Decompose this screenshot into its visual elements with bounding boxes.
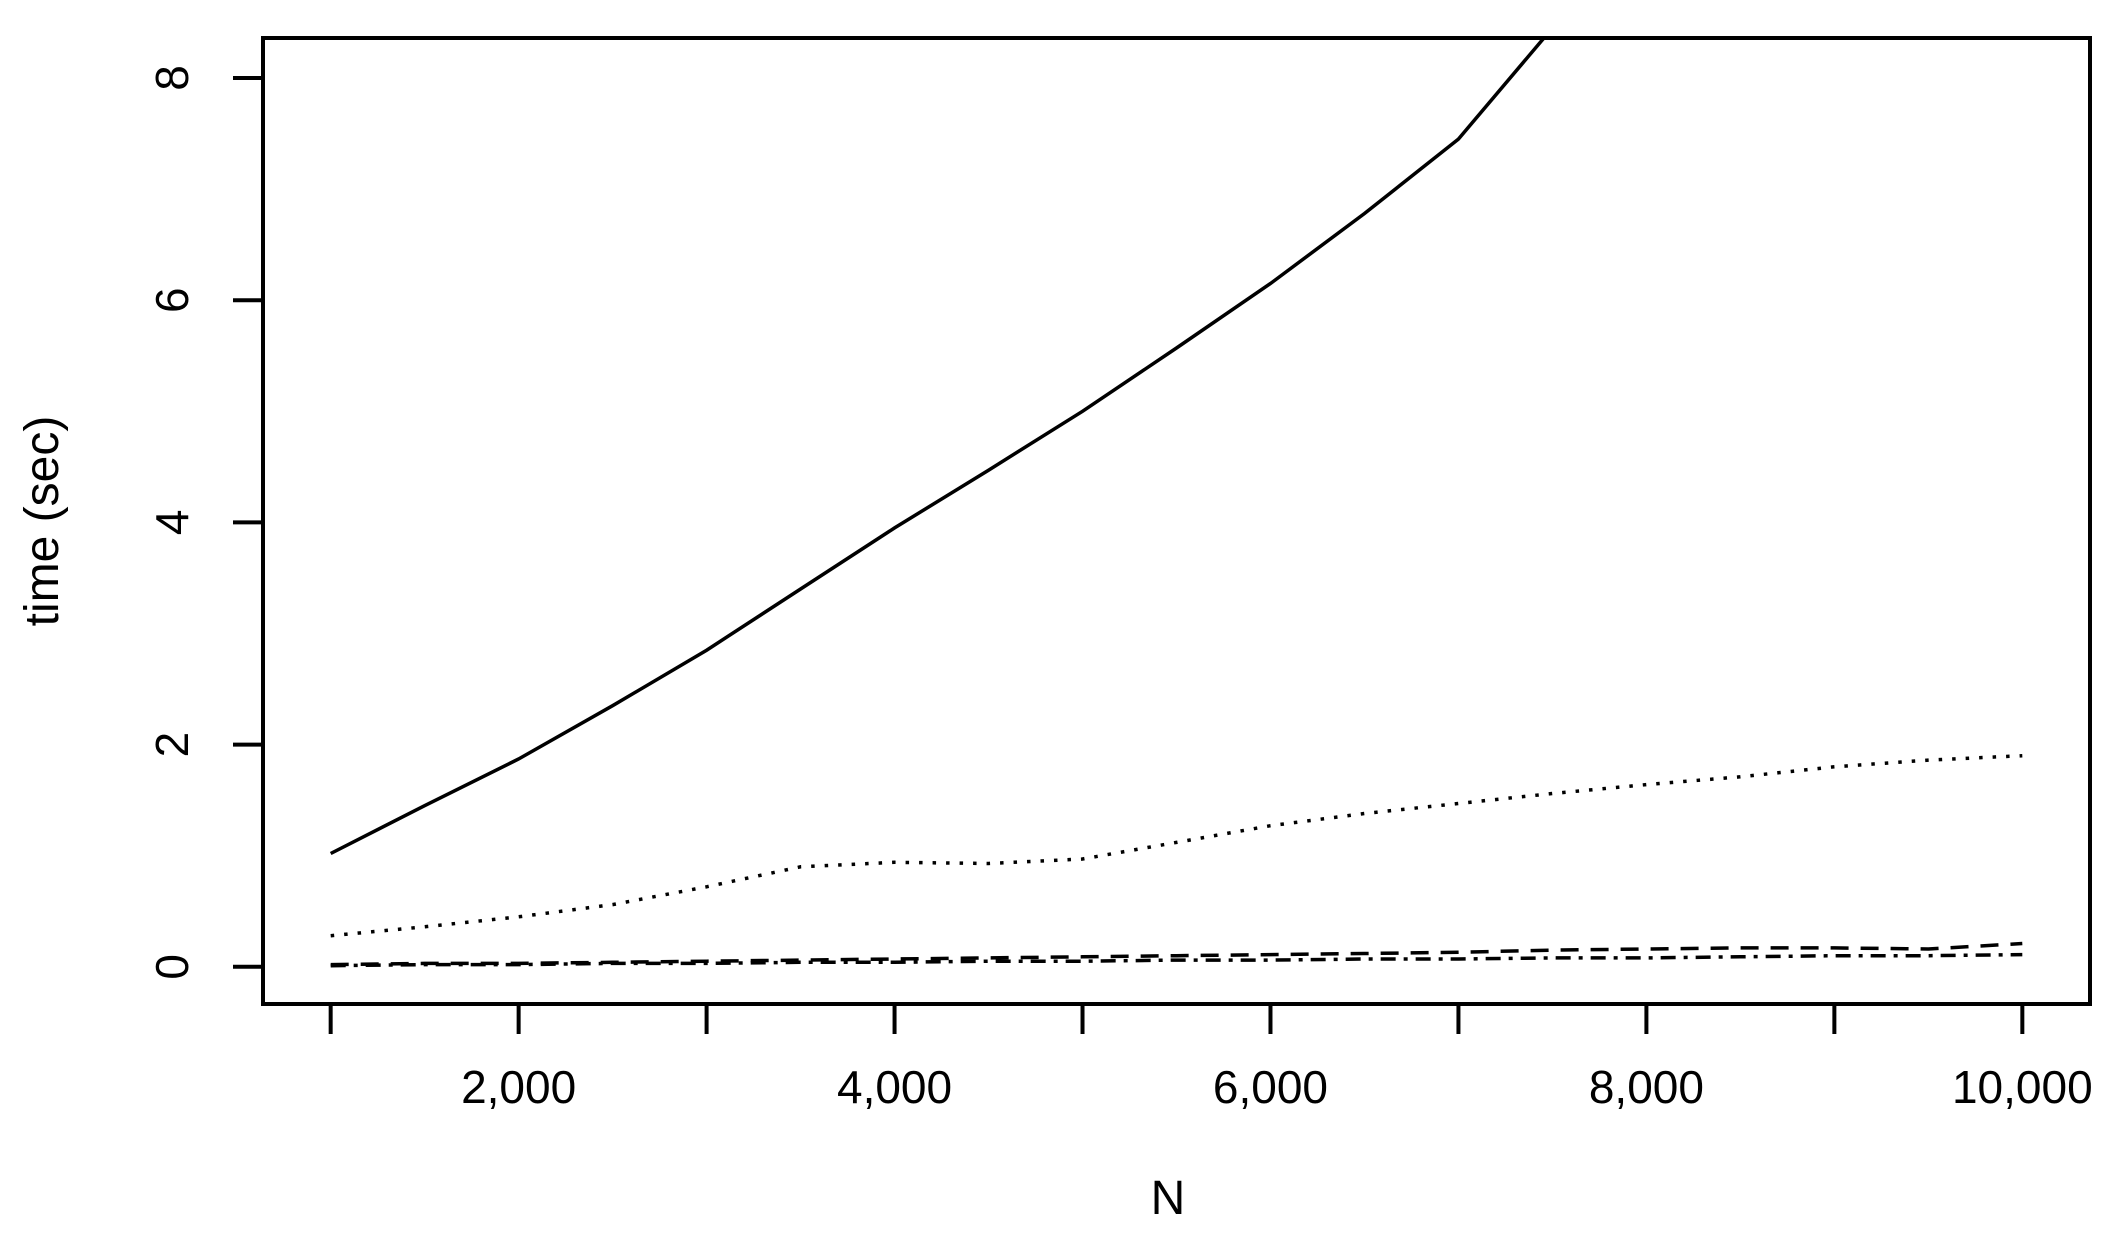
series-dotted-line (330, 753, 2023, 938)
plot-border (261, 36, 2092, 1006)
series-solid-line (329, 38, 1547, 856)
x-axis-ticks (328, 1004, 2025, 1034)
y-axis-tick-label: 0 (146, 954, 198, 980)
x-axis-tick-label: 4,000 (837, 1061, 952, 1113)
x-axis-tick-label: 6,000 (1213, 1061, 1328, 1113)
y-axis-title: time (sec) (16, 416, 69, 627)
plot-series (329, 38, 2023, 968)
x-axis-tick-label: 10,000 (1952, 1061, 2093, 1113)
y-axis-tick-labels: 0 2 4 6 8 (146, 65, 198, 979)
x-axis-tick-labels: 2,000 4,000 6,000 8,000 10,000 (461, 1061, 2093, 1113)
x-axis-tick-label: 8,000 (1589, 1061, 1704, 1113)
y-axis-tick-label: 2 (146, 732, 198, 758)
x-axis-tick-label: 2,000 (461, 1061, 576, 1113)
series-dash-dot-line (330, 952, 2023, 968)
x-axis-title: N (1151, 1172, 1186, 1225)
y-axis-tick-label: 6 (146, 287, 198, 313)
y-axis-ticks (233, 75, 263, 969)
y-axis-tick-label: 4 (146, 510, 198, 536)
y-axis-tick-label: 8 (146, 65, 198, 91)
